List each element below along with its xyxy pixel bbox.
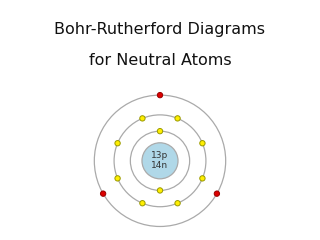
Circle shape <box>140 201 145 206</box>
Circle shape <box>100 191 106 196</box>
Circle shape <box>157 188 163 193</box>
Circle shape <box>115 141 120 146</box>
Circle shape <box>142 143 178 179</box>
Circle shape <box>214 191 220 196</box>
Circle shape <box>175 116 180 121</box>
Text: Bohr-Rutherford Diagrams: Bohr-Rutherford Diagrams <box>54 22 266 36</box>
Circle shape <box>157 92 163 98</box>
Circle shape <box>157 128 163 134</box>
Circle shape <box>200 176 205 181</box>
Circle shape <box>200 141 205 146</box>
Circle shape <box>115 176 120 181</box>
Circle shape <box>140 116 145 121</box>
Text: 13p
14n: 13p 14n <box>151 151 169 170</box>
Circle shape <box>175 201 180 206</box>
Text: for Neutral Atoms: for Neutral Atoms <box>89 53 231 68</box>
